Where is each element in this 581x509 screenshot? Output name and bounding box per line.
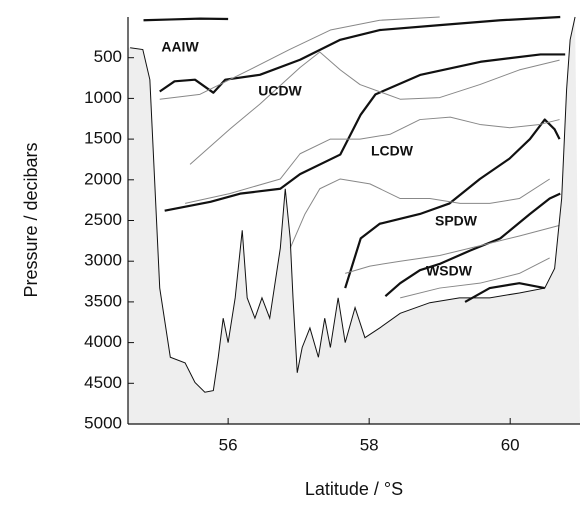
water-mass-line: [384, 192, 561, 298]
y-axis-label: Pressure / decibars: [21, 142, 41, 297]
y-tick-label: 3500: [84, 291, 122, 310]
y-tick-label: 4500: [84, 373, 122, 392]
bathymetry-fill: [128, 17, 580, 424]
water-mass-line: [464, 282, 545, 303]
water-mass-label: LCDW: [371, 143, 414, 159]
water-mass-label: AAIW: [161, 39, 199, 55]
water-mass-label: WSDW: [426, 263, 473, 279]
y-tick-label: 4000: [84, 332, 122, 351]
bathymetry-line: [130, 16, 576, 393]
water-mass-label: UCDW: [258, 83, 302, 99]
water-mass-line: [159, 15, 561, 94]
water-mass-label: SPDW: [435, 213, 478, 229]
water-mass-line: [143, 17, 229, 22]
water-mass-line: [189, 51, 560, 165]
x-tick-label: 56: [219, 435, 238, 454]
water-mass-line: [164, 53, 566, 212]
y-tick-label: 3000: [84, 251, 122, 270]
y-tick-label: 2000: [84, 169, 122, 188]
water-mass-line: [400, 257, 550, 299]
x-tick-label: 58: [360, 435, 379, 454]
y-tick-label: 1500: [84, 129, 122, 148]
y-tick-label: 5000: [84, 413, 122, 432]
x-axis-label: Latitude / °S: [305, 479, 403, 499]
water-mass-line: [345, 224, 560, 274]
y-tick-label: 1000: [84, 88, 122, 107]
water-mass-line: [185, 116, 560, 204]
water-mass-line: [289, 178, 550, 249]
water-mass-line: [159, 16, 440, 100]
x-tick-label: 60: [501, 435, 520, 454]
y-tick-label: 2500: [84, 210, 122, 229]
y-tick-label: 500: [94, 47, 122, 66]
